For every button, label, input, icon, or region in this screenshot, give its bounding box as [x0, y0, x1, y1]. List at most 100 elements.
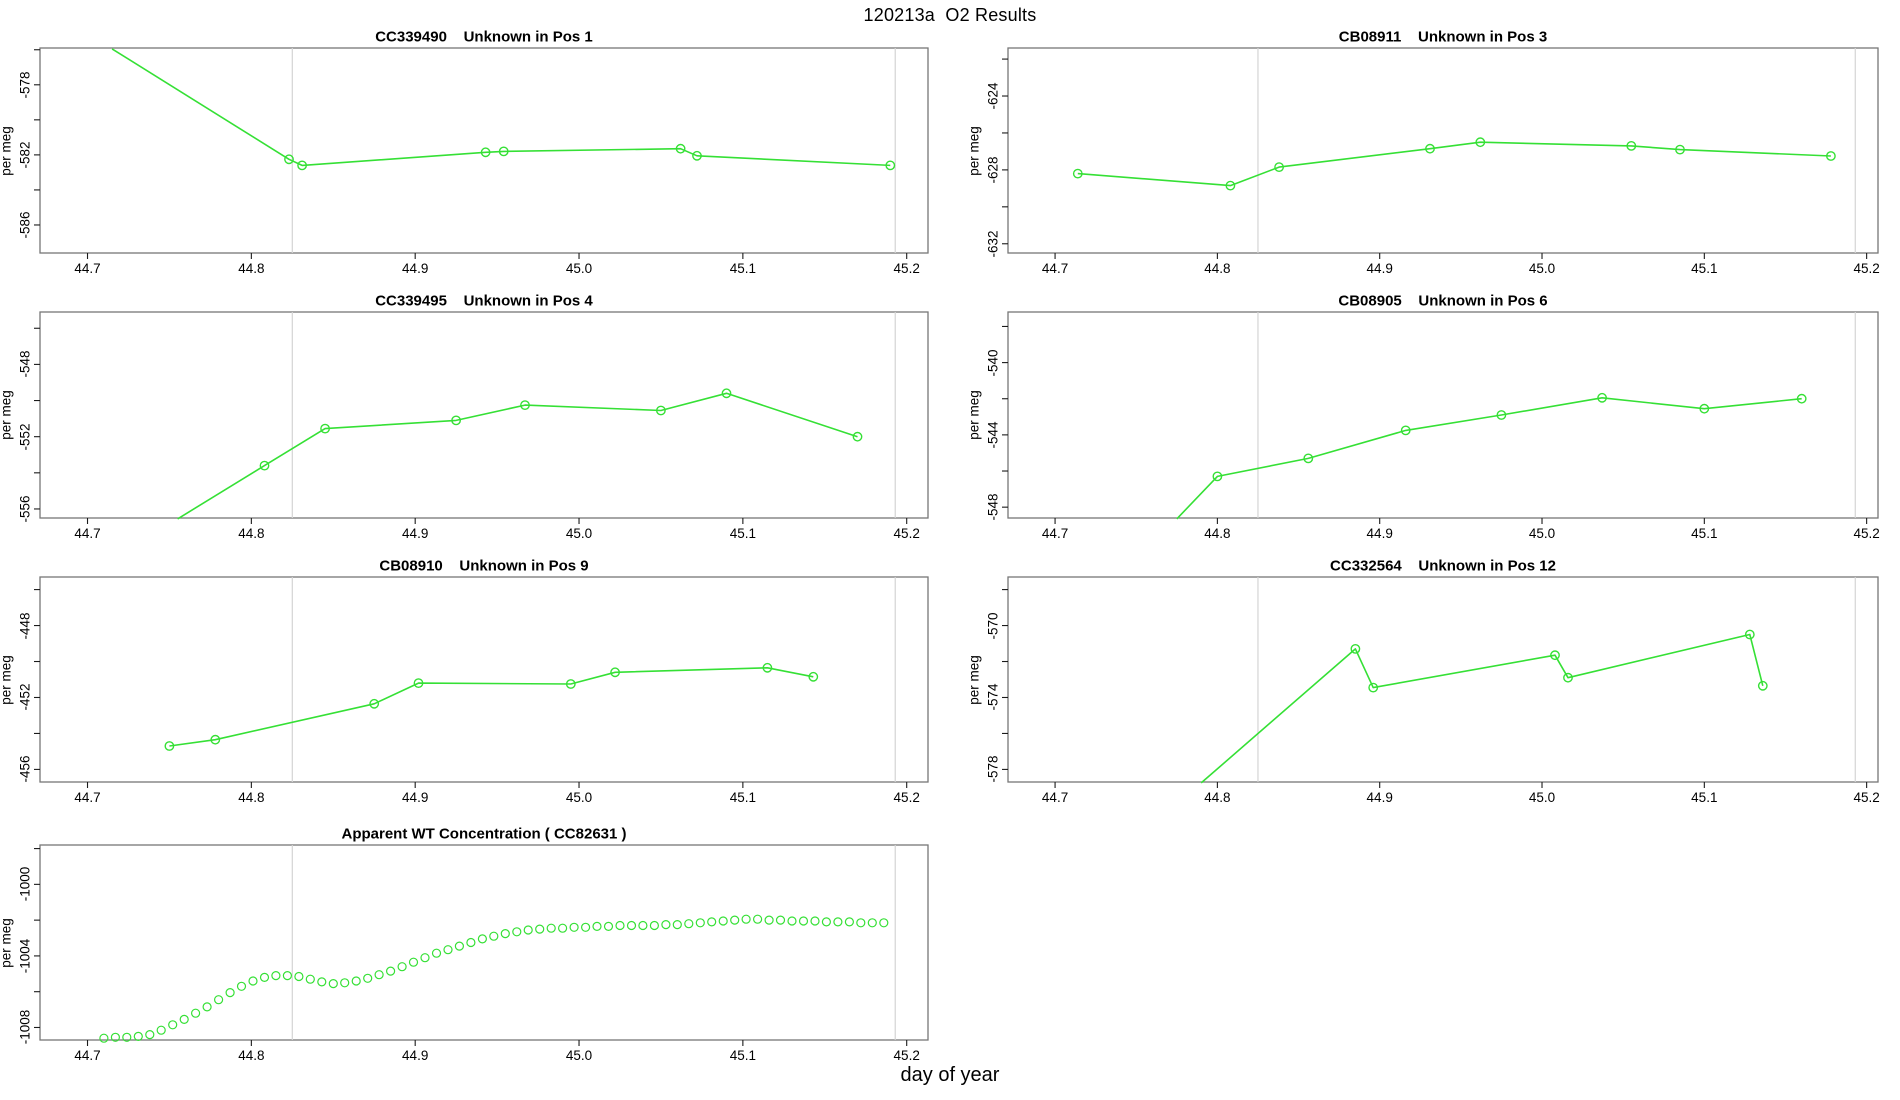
data-point-marker [661, 919, 671, 930]
data-point-marker [741, 914, 751, 924]
data-point-marker [328, 978, 338, 989]
x-tick-label: 44.7 [74, 526, 101, 541]
x-axis-label: day of year [900, 1064, 1000, 1086]
x-tick-label: 45.1 [1691, 261, 1718, 276]
x-tick-label: 45.2 [1853, 526, 1880, 541]
figure-title: 120213a O2 Results [863, 5, 1037, 25]
data-point-marker [638, 920, 648, 931]
data-point-marker [721, 388, 732, 399]
data-point-marker [1675, 144, 1685, 155]
data-point-marker [833, 917, 843, 927]
data-point-marker [1699, 403, 1710, 414]
data-point-marker [480, 147, 491, 158]
data-point-marker [420, 953, 430, 963]
y-axis-label: per meg [0, 654, 14, 705]
plot-box [39, 576, 929, 783]
data-point-marker [500, 928, 510, 939]
data-point-marker [675, 143, 686, 154]
x-tick-label: 44.9 [402, 526, 429, 541]
data-point-marker [271, 970, 281, 981]
x-tick-label: 44.8 [238, 790, 265, 805]
data-point-marker [615, 920, 625, 931]
plot-box [39, 311, 929, 519]
x-tick-label: 44.8 [1204, 526, 1231, 541]
data-point-marker [320, 423, 330, 434]
data-point-marker [808, 671, 819, 682]
y-axis-label: per meg [966, 654, 982, 705]
y-axis-label: per meg [966, 125, 982, 176]
subplot-title: CB08905 Unknown in Pos 6 [1338, 292, 1548, 310]
y-tick-label: -556 [17, 495, 33, 523]
data-point-marker [592, 921, 602, 932]
x-tick-label: 44.9 [402, 1048, 429, 1063]
y-tick-label: -1000 [17, 867, 33, 902]
y-axis-label: per meg [966, 390, 982, 440]
data-point-marker [762, 662, 773, 673]
data-point-marker [695, 918, 705, 928]
data-line [169, 666, 814, 747]
data-point-marker [844, 917, 855, 927]
data-line [1176, 396, 1802, 520]
data-point-marker [294, 971, 304, 982]
data-point-marker [236, 981, 247, 991]
data-point-marker [156, 1025, 166, 1035]
x-tick-label: 44.8 [1204, 790, 1231, 805]
data-point-marker [369, 698, 380, 709]
data-point-marker [1796, 393, 1807, 404]
x-tick-label: 44.9 [402, 790, 429, 805]
x-tick-label: 44.9 [1366, 526, 1393, 541]
data-point-marker [610, 667, 620, 678]
y-axis-label: per meg [0, 917, 14, 968]
data-point-marker [1425, 143, 1435, 154]
x-tick-label: 44.7 [1041, 790, 1069, 805]
y-tick-label: -1004 [17, 938, 33, 974]
data-point-marker [852, 431, 863, 442]
data-point-marker [122, 1032, 132, 1042]
data-line [111, 48, 891, 167]
subplot-title: CC339490 Unknown in Pos 1 [375, 28, 593, 46]
data-point-marker [413, 678, 424, 688]
data-point-marker [810, 916, 820, 926]
x-tick-label: 45.0 [565, 261, 593, 276]
x-tick-label: 45.1 [729, 1048, 756, 1063]
x-tick-label: 45.1 [1691, 790, 1718, 805]
data-point-marker [523, 925, 533, 935]
y-tick-label: -570 [985, 612, 1001, 640]
data-point-marker [512, 927, 522, 937]
data-point-marker [1597, 392, 1608, 403]
plot-box [39, 844, 929, 1041]
x-tick-label: 44.7 [1041, 526, 1069, 541]
data-point-marker [225, 987, 235, 998]
subplot-title: CB08911 Unknown in Pos 3 [1338, 28, 1548, 46]
data-point-marker [535, 924, 545, 934]
plot-box [1007, 47, 1879, 254]
data-point-marker [297, 160, 307, 171]
x-tick-label: 44.8 [238, 526, 265, 541]
data-point-marker [718, 916, 728, 926]
data-point-marker [1626, 140, 1637, 151]
data-point-marker [179, 1014, 189, 1025]
y-tick-label: -586 [17, 211, 33, 239]
x-tick-label: 44.8 [1204, 261, 1231, 276]
data-point-marker [259, 460, 270, 471]
data-point-marker [707, 917, 717, 927]
data-point-marker [692, 150, 702, 161]
data-point-marker [1225, 180, 1236, 191]
data-point-marker [1274, 162, 1285, 173]
data-point-marker [305, 974, 315, 984]
data-point-marker [569, 922, 579, 932]
x-tick-label: 45.2 [1853, 261, 1880, 276]
data-point-marker [168, 1020, 178, 1030]
x-tick-label: 45.0 [1528, 261, 1556, 276]
data-point-marker [466, 937, 476, 948]
subplot-title: CC332564 Unknown in Pos 12 [1330, 557, 1556, 575]
y-tick-label: -544 [985, 421, 1001, 449]
x-tick-label: 45.0 [565, 1048, 593, 1063]
x-tick-label: 45.0 [1528, 526, 1556, 541]
data-point-marker [730, 915, 740, 925]
data-point-marker [477, 934, 487, 944]
data-point-marker [498, 146, 509, 157]
x-tick-label: 45.1 [729, 790, 756, 805]
